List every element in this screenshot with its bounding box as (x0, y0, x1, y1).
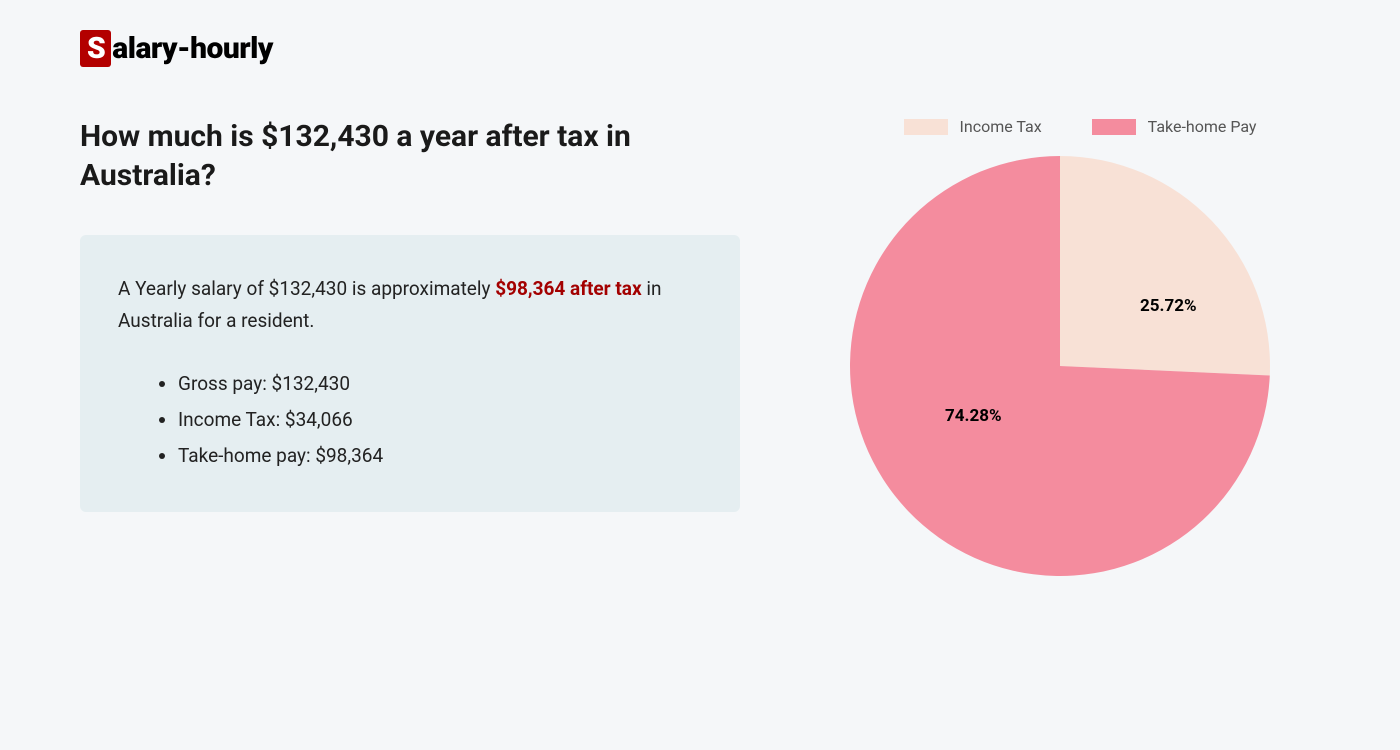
main-container: How much is $132,430 a year after tax in… (80, 117, 1320, 576)
legend-label: Take-home Pay (1148, 117, 1257, 136)
pie-slice-label-income-tax: 25.72% (1140, 296, 1197, 316)
pie-slice-label-take-home: 74.28% (945, 406, 1002, 426)
legend-item-take-home: Take-home Pay (1092, 117, 1257, 136)
chart-legend: Income Tax Take-home Pay (840, 117, 1320, 136)
pie-chart: 25.72% 74.28% (850, 156, 1270, 576)
legend-label: Income Tax (960, 117, 1042, 136)
list-item: Gross pay: $132,430 (178, 366, 702, 402)
legend-swatch (904, 119, 948, 135)
right-column: Income Tax Take-home Pay 25.72% 74.28% (800, 117, 1320, 576)
legend-swatch (1092, 119, 1136, 135)
summary-box: A Yearly salary of $132,430 is approxima… (80, 235, 740, 512)
logo-text: alary-hourly (112, 31, 273, 66)
pie-slice (1060, 156, 1270, 375)
legend-item-income-tax: Income Tax (904, 117, 1042, 136)
logo-s-box: S (80, 30, 111, 67)
site-logo: Salary-hourly (80, 30, 1320, 67)
summary-highlight: $98,364 after tax (495, 277, 641, 300)
pie-svg (850, 156, 1270, 576)
list-item: Take-home pay: $98,364 (178, 438, 702, 474)
summary-paragraph: A Yearly salary of $132,430 is approxima… (118, 273, 702, 338)
list-item: Income Tax: $34,066 (178, 402, 702, 438)
left-column: How much is $132,430 a year after tax in… (80, 117, 740, 512)
summary-before: A Yearly salary of $132,430 is approxima… (118, 277, 495, 300)
page-heading: How much is $132,430 a year after tax in… (80, 117, 740, 195)
summary-list: Gross pay: $132,430 Income Tax: $34,066 … (118, 366, 702, 474)
